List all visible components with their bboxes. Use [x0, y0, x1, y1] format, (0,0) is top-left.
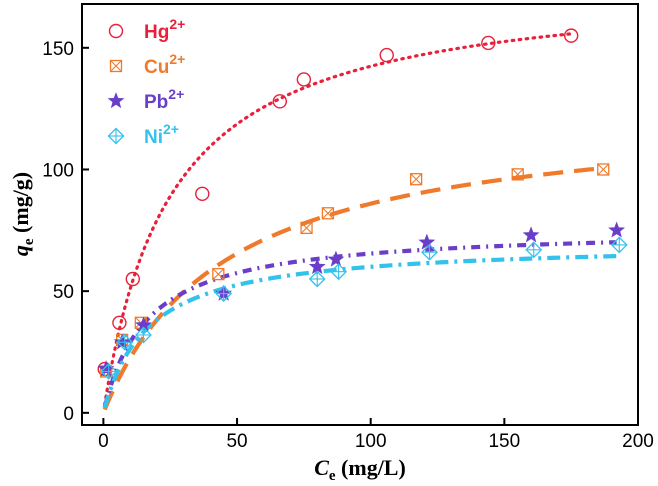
legend-marker-pb — [107, 92, 125, 109]
data-point-cu — [212, 267, 225, 281]
y-tick-label: 100 — [42, 160, 74, 181]
legend: Hg2+ Cu2+ Pb2+ Ni2+ — [107, 16, 185, 148]
data-point-cu — [409, 173, 423, 186]
fit-curve-pb — [102, 240, 617, 408]
data-point-hg — [125, 271, 140, 287]
x-tick-label: 150 — [488, 431, 520, 452]
data-point-pb — [327, 250, 345, 267]
data-point-pb — [608, 221, 626, 238]
y-axis-ticks: 0 50 100 150 — [42, 39, 89, 425]
legend-marker-cu — [109, 59, 123, 73]
x-tick-label: 0 — [98, 431, 109, 452]
plot-frame — [81, 3, 639, 426]
y-tick-label: 150 — [42, 39, 74, 60]
data-point-ni — [525, 241, 543, 259]
data-point-hg — [272, 94, 288, 109]
data-points — [97, 28, 628, 380]
data-point-ni — [610, 236, 628, 254]
data-point-cu — [300, 221, 313, 235]
y-axis-title: qe (mg/g) — [8, 172, 37, 256]
data-point-cu — [597, 163, 610, 176]
fit-curve-cu — [102, 166, 604, 411]
x-axis-ticks: 0 50 100 150 200 — [98, 418, 654, 452]
y-tick-label: 50 — [53, 282, 74, 303]
fit-curve-hg — [103, 32, 573, 406]
x-tick-label: 100 — [355, 431, 387, 452]
data-point-ni — [100, 363, 118, 380]
legend-label-pb: Pb2+ — [144, 86, 184, 113]
legend-label-cu: Cu2+ — [144, 51, 185, 78]
data-point-hg — [112, 315, 127, 330]
data-point-cu — [511, 168, 524, 181]
data-point-hg — [379, 47, 394, 63]
data-point-hg — [481, 35, 496, 51]
data-point-pb — [418, 233, 436, 250]
x-axis-title: Ce (mg/L) — [314, 455, 406, 484]
y-tick-label: 0 — [63, 404, 74, 425]
data-point-pb — [308, 257, 326, 274]
x-tick-label: 50 — [226, 431, 247, 452]
legend-marker-hg — [108, 23, 124, 39]
data-point-ni — [308, 270, 326, 288]
data-point-ni — [330, 263, 348, 281]
data-point-cu — [321, 207, 335, 220]
data-point-hg — [195, 186, 210, 202]
data-point-ni — [421, 243, 438, 261]
legend-label-ni: Ni2+ — [144, 121, 179, 148]
x-tick-label: 200 — [622, 431, 654, 452]
data-point-ni — [215, 285, 233, 303]
fit-curve-ni — [102, 253, 620, 409]
data-point-pb — [113, 333, 131, 350]
legend-marker-ni — [107, 127, 125, 145]
data-point-pb — [522, 226, 540, 243]
legend-label-hg: Hg2+ — [144, 16, 185, 43]
data-point-ni — [116, 333, 134, 351]
data-point-hg — [563, 28, 579, 43]
data-point-ni — [135, 326, 152, 344]
data-point-hg — [296, 72, 312, 87]
